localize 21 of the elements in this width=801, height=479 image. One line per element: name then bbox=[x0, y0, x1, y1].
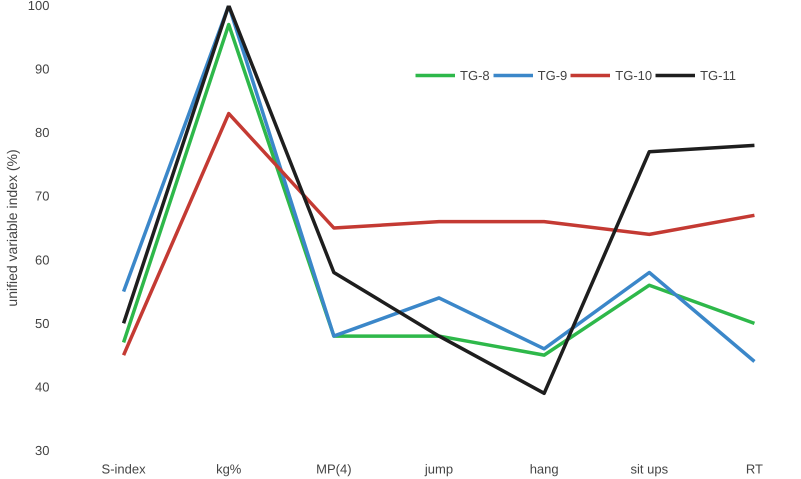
x-tick-label: MP(4) bbox=[316, 462, 352, 476]
y-axis-title: unified variable index (%) bbox=[4, 149, 20, 307]
x-tick-label: jump bbox=[424, 462, 454, 476]
legend-label: TG-9 bbox=[538, 68, 568, 82]
y-tick-label: 70 bbox=[35, 188, 50, 204]
legend-label: TG-10 bbox=[615, 68, 652, 82]
y-tick-label: 80 bbox=[35, 125, 50, 140]
legend-label: TG-11 bbox=[700, 68, 736, 82]
line-series bbox=[122, 112, 756, 357]
legend-label: TG-8 bbox=[460, 68, 490, 82]
x-tick-label: sit ups bbox=[630, 462, 669, 476]
y-tick-label: 100 bbox=[28, 0, 50, 13]
y-tick-label: 90 bbox=[35, 62, 50, 77]
x-tick-label: kg% bbox=[216, 462, 242, 476]
y-tick-label: 60 bbox=[35, 252, 50, 268]
y-tick-label: 40 bbox=[35, 379, 50, 394]
y-tick-label: 30 bbox=[35, 443, 50, 458]
x-tick-label: RT bbox=[746, 462, 764, 476]
x-tick-label: hang bbox=[530, 462, 559, 476]
x-tick-label: S-index bbox=[102, 462, 146, 476]
y-tick-label: 50 bbox=[35, 316, 50, 331]
